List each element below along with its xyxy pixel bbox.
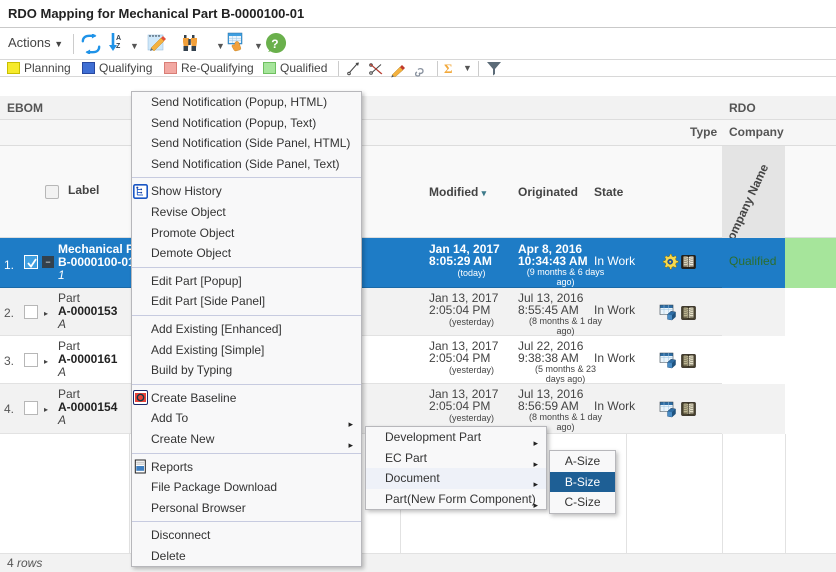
svg-text:Z: Z xyxy=(116,43,121,50)
svg-text:A: A xyxy=(116,35,121,42)
svg-text:?: ? xyxy=(271,37,278,51)
svg-text:Σ: Σ xyxy=(444,61,453,76)
